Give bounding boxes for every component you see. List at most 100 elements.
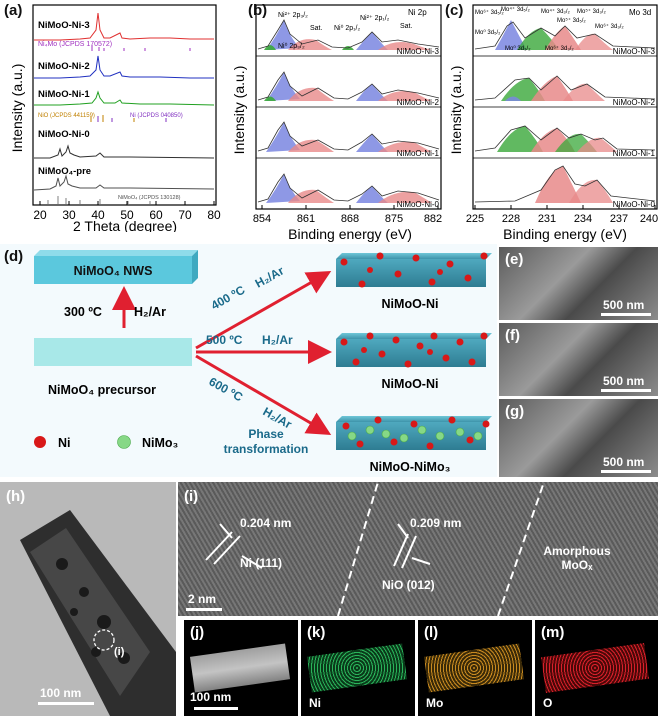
xrd-label-ni0: NiMoO-Ni-0: [38, 129, 90, 140]
map-element-mo: Mo: [426, 696, 444, 710]
xps-mo-title: Mo 3d: [629, 8, 651, 17]
hr-region-label: (i): [114, 646, 125, 658]
nws-label: NiMoO₄ NWS: [74, 264, 153, 278]
xps-ni-xtick: 854: [253, 213, 271, 225]
xps-mo-sample-label: NiMoO-Ni-0: [613, 200, 656, 209]
scale-bar: [186, 608, 222, 611]
xps-mo-xtick: 234: [574, 213, 592, 225]
xps-ni-annotation: Sat.: [310, 25, 323, 32]
xps-ni-sample-label: NiMoO-Ni-0: [397, 200, 440, 209]
panel-label-g: (g): [505, 403, 525, 420]
xps-ni-ylabel: Intensity (a.u.): [231, 66, 247, 155]
sem-scale-label: 500 nm: [603, 374, 645, 388]
gas-300: H₂/Ar: [134, 305, 166, 319]
panel-label-h: (h): [6, 488, 26, 505]
xps-mo-annotation: Mo⁴⁺ 3d₅/₂: [501, 6, 531, 13]
panel-label-c: (c): [445, 2, 464, 19]
synthesis-schematic: NiMoO₄ NWS 300 ºC H₂/Ar NiMoO₄ precursor…: [34, 250, 492, 474]
xps-mo-xtick: 237: [610, 213, 628, 225]
xrd-ref-ni4mo: Ni₄Mo (JCPDS 170572): [38, 41, 112, 48]
xrd-trace-pre: [33, 174, 215, 191]
xps-ni-xtick: 882: [424, 213, 442, 225]
precursor-label: NiMoO₄ precursor: [48, 383, 156, 397]
scale-bar: [194, 707, 238, 710]
xps-mo-annotation: Mo⁶⁺ 3d₃/₂: [595, 23, 624, 30]
scale-bar: [601, 389, 651, 392]
xps-ni-spectrum-1: [257, 121, 440, 152]
sem-image-e: (e) 500 nm: [499, 247, 658, 320]
panel-label-l: (l): [424, 624, 439, 641]
tem-scale-label: 100 nm: [40, 686, 82, 700]
xrd-trace-ni1: [34, 90, 215, 106]
xps-mo-spectrum-2: [474, 75, 656, 101]
xrd-trace-ni3: [34, 12, 214, 41]
xrd-trace-ni0: [34, 144, 215, 159]
hrtem-image-i: (i) 0.204 nm Ni (111) 0.209 nm NiO (012)…: [178, 482, 658, 616]
eds-map-l: (l) Mo: [418, 620, 532, 716]
panel-label-e: (e): [505, 251, 524, 268]
hr-scale-label: 2 nm: [188, 592, 217, 606]
xps-ni-annotation: Sat.: [400, 23, 413, 30]
map-element-o: O: [543, 696, 553, 710]
legend-nimo3-label: NiMo₃: [142, 436, 179, 450]
scale-bar: [601, 470, 651, 473]
xrd-xtick: 40: [91, 208, 105, 222]
xps-mo-xtick: 240: [640, 213, 658, 225]
lattice-spacing-1: 0.204 nm: [240, 516, 292, 530]
phase-line1: Phase: [248, 427, 284, 441]
sem-image-g: (g) 500 nm: [499, 399, 658, 477]
xps-mo-annotation: Mo⁵⁺ 3d₃/₂: [577, 8, 606, 15]
xrd-xtick: 30: [62, 208, 76, 222]
xps-mo-sample-label: NiMoO-Ni-2: [613, 98, 656, 107]
xrd-xtick: 80: [207, 208, 221, 222]
xrd-label-pre: NiMoO₄-pre: [38, 166, 91, 177]
xrd-label-ni3: NiMoO-Ni-3: [38, 20, 90, 31]
xps-ni-spectrum-2: [257, 71, 440, 101]
xrd-ref-nimoo4: NiMoO₄ (JCPDS 130128): [118, 195, 181, 201]
product-label-600: NiMoO-NiMo₃: [370, 460, 451, 474]
xps-ni-xtick: 861: [297, 213, 315, 225]
xps-mo-spectrum-1: [474, 125, 656, 152]
legend-ni-marker: [34, 436, 46, 448]
temp-400: 400 ºC: [209, 283, 248, 313]
xps-mo-plot: 225 228 231 234 237 240 Binding energy (…: [448, 4, 658, 242]
panel-label-i: (i): [184, 488, 199, 505]
lattice-plane-1: Ni (111): [240, 556, 283, 570]
product-label-500: NiMoO-Ni: [382, 377, 439, 391]
panel-c: 225 228 231 234 237 240 Binding energy (…: [445, 0, 660, 244]
xps-mo-ylabel: Intensity (a.u.): [448, 66, 464, 155]
xrd-ylabel: Intensity (a.u.): [9, 64, 25, 153]
eds-map-m: (m) O: [535, 620, 658, 716]
xps-ni-xlabel: Binding energy (eV): [288, 226, 412, 242]
panel-a: 20 30 40 50 60 70 80 2 Theta (degree) In…: [0, 0, 228, 234]
panel-label-a: (a): [4, 2, 23, 19]
xps-mo-xtick: 225: [466, 213, 484, 225]
xps-ni-title: Ni 2p: [408, 8, 427, 17]
xps-ni-annotation: Ni²⁺ 2p₃/₂: [278, 12, 308, 19]
xps-ni-sample-label: NiMoO-Ni-1: [397, 149, 440, 158]
eds-map-k: (k) Ni: [301, 620, 415, 716]
sem-image-f: (f) 500 nm: [499, 323, 658, 396]
xps-ni-xtick: 868: [341, 213, 359, 225]
panel-label-f: (f): [505, 327, 520, 344]
phase-line2: transformation: [224, 442, 309, 456]
xps-mo-spectrum-0: [474, 165, 656, 203]
gas-500: H₂/Ar: [262, 333, 293, 347]
temp-300: 300 ºC: [64, 305, 102, 319]
xps-mo-annotation: Mo⁶⁺ 3d₅/₂: [475, 9, 504, 16]
xps-ni-annotation: Ni²⁺ 2p₁/₂: [360, 15, 390, 22]
product-rod-600: [336, 416, 492, 450]
xps-mo-annotation: Mo⁵⁺ 3d₅/₂: [557, 17, 586, 24]
panel-label-m: (m): [541, 624, 565, 641]
product-rod-500: [336, 332, 492, 368]
scale-bar: [38, 702, 94, 705]
xps-mo-spectrum-3: [474, 20, 656, 50]
xrd-xtick: 70: [178, 208, 192, 222]
xps-ni-sample-label: NiMoO-Ni-3: [397, 47, 440, 56]
panel-label-j: (j): [190, 624, 205, 641]
temp-600: 600 ºC: [207, 374, 246, 404]
xps-ni-annotation: Ni⁰ 2p₃/₂: [278, 42, 305, 50]
xps-ni-sample-label: NiMoO-Ni-2: [397, 98, 440, 107]
map-scale-label: 100 nm: [190, 690, 232, 704]
product-rod-400: [336, 252, 492, 288]
